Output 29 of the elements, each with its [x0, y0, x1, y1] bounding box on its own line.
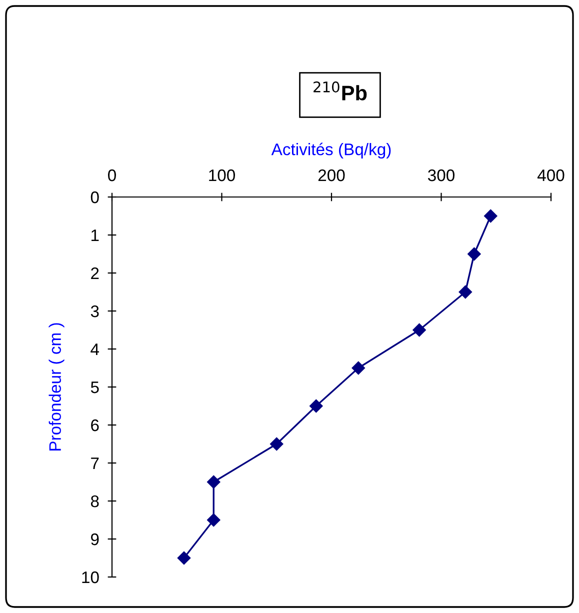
y-tick-label: 4: [90, 344, 100, 356]
y-tick-label: 3: [90, 305, 99, 318]
point: [207, 475, 220, 489]
x-tick-label: 200: [318, 169, 345, 182]
point: [484, 209, 498, 223]
y-tick-label: 0: [90, 191, 99, 204]
y-tick-label: 9: [91, 533, 99, 546]
x-tick-label: 400: [537, 169, 564, 182]
point: [352, 361, 365, 375]
y-tick-label: 1: [92, 230, 99, 242]
y-axis-title: Profondeur ( cm ): [48, 323, 64, 450]
y-tick-label: 7: [91, 458, 99, 470]
point: [310, 399, 323, 413]
point: [207, 513, 220, 527]
y-tick-label: 10: [82, 571, 99, 584]
y-tick-label: 2: [91, 267, 99, 280]
y-tick-label: 8: [90, 495, 99, 508]
x-axis-title: Activités (Bq/kg): [271, 142, 391, 159]
y-tick-label: 6: [91, 419, 99, 432]
point: [177, 551, 191, 565]
y-tick-label: 5: [90, 382, 99, 394]
point: [458, 285, 472, 299]
point: [270, 437, 284, 451]
point: [412, 323, 426, 337]
x-tick-label: 300: [428, 169, 455, 182]
chart-title: $^{210}$Pb: [314, 81, 367, 100]
x-tick-label: 100: [209, 169, 236, 182]
x-tick-label: 0: [108, 169, 116, 182]
point: [468, 247, 481, 261]
